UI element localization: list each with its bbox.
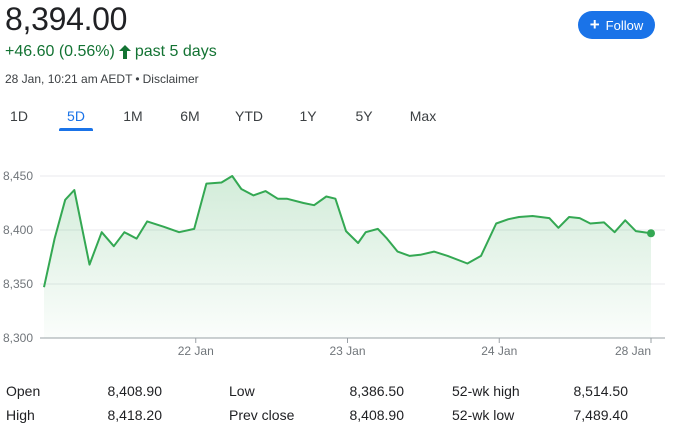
disclaimer-link[interactable]: Disclaimer (142, 72, 199, 86)
change-period: past 5 days (134, 43, 217, 60)
x-tick-label: 24 Jan (481, 344, 517, 358)
tab-1d[interactable]: 1D (10, 108, 28, 124)
last-price-point (647, 229, 655, 238)
stat-label-52wk-high: 52-wk high (452, 383, 520, 399)
tab-1y[interactable]: 1Y (299, 108, 317, 124)
x-tick-label: 22 Jan (178, 344, 214, 358)
price-line (43, 175, 652, 288)
stat-label-high: High (6, 407, 35, 423)
stat-value-high: 8,418.20 (107, 407, 163, 423)
price-chart[interactable]: 8,300 8,350 8,400 8,450 22 Jan 23 Jan 24 Jan 2… (0, 160, 673, 365)
current-price: 8,394.00 (5, 1, 128, 37)
y-tick-label: 8,350 (3, 277, 33, 291)
tab-max[interactable]: Max (409, 108, 437, 124)
price-change-row: +46.60 (0.56%) past 5 days (5, 42, 217, 62)
stat-value-low: 8,386.50 (349, 383, 405, 399)
arrow-up-icon (118, 45, 131, 59)
tab-5y[interactable]: 5Y (355, 108, 373, 124)
tab-1m[interactable]: 1M (123, 108, 143, 124)
timestamp: 28 Jan, 10:21 am AEDT (5, 72, 133, 86)
active-tab-indicator (59, 128, 93, 131)
y-tick-label: 8,450 (3, 169, 33, 183)
timestamp-row: 28 Jan, 10:21 am AEDT • Disclaimer (5, 71, 199, 87)
x-tick-label: 28 Jan (615, 344, 651, 358)
price-change: +46.60 (0.56%) (5, 43, 115, 60)
tab-5d[interactable]: 5D (67, 108, 85, 124)
stat-label-open: Open (6, 383, 41, 399)
stats-table: Open 8,408.90 Low 8,386.50 52-wk high 8,… (0, 380, 673, 424)
meta-separator: • (135, 72, 140, 86)
stat-value-52wk-low: 7,489.40 (573, 407, 629, 423)
follow-button[interactable]: + Follow (578, 11, 655, 39)
x-tick-label: 23 Jan (329, 344, 365, 358)
stat-value-prev-close: 8,408.90 (349, 407, 405, 423)
stat-label-prev-close: Prev close (229, 407, 295, 423)
y-tick-label: 8,300 (3, 331, 33, 345)
tab-6m[interactable]: 6M (180, 108, 200, 124)
plus-icon: + (589, 15, 600, 34)
y-tick-label: 8,400 (3, 223, 33, 237)
follow-label: Follow (605, 17, 644, 33)
stat-value-open: 8,408.90 (107, 383, 163, 399)
tab-ytd[interactable]: YTD (235, 108, 263, 124)
price-area-fill (44, 176, 651, 338)
stat-value-52wk-high: 8,514.50 (573, 383, 629, 399)
stat-label-low: Low (229, 383, 255, 399)
stat-label-52wk-low: 52-wk low (452, 407, 515, 423)
time-range-tabs: 1D 5D 1M 6M YTD 1Y 5Y Max (0, 105, 460, 131)
